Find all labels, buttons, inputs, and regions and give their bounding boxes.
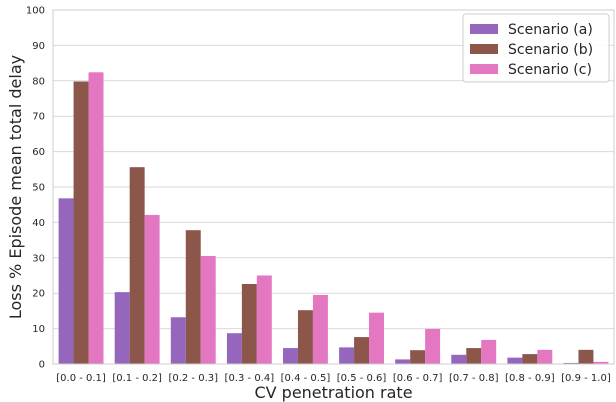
bar — [226, 333, 242, 364]
y-axis-label: Loss % Episode mean total delay — [6, 55, 25, 319]
y-tick-label: 90 — [32, 41, 45, 52]
bar — [170, 317, 186, 364]
bar — [369, 312, 384, 364]
legend-label: Scenario (a) — [508, 22, 593, 38]
y-tick-label: 70 — [32, 112, 45, 123]
x-tick-label: [0.8 - 0.9] — [505, 373, 555, 384]
bar — [563, 362, 579, 364]
bar — [241, 283, 257, 364]
bar — [283, 348, 298, 364]
x-tick-label: [0.3 - 0.4] — [225, 373, 275, 384]
y-tick-label: 80 — [32, 76, 45, 87]
bar — [593, 361, 609, 364]
y-tick-label: 40 — [32, 218, 45, 229]
x-axis-label: CV penetration rate — [254, 383, 412, 402]
bar — [185, 230, 201, 364]
legend-swatch — [470, 64, 498, 74]
bar — [451, 354, 467, 364]
bar — [354, 337, 370, 364]
legend-swatch — [470, 24, 498, 34]
x-tick-label: [0.7 - 0.8] — [449, 373, 499, 384]
legend-label: Scenario (c) — [508, 62, 592, 78]
bar — [114, 292, 130, 364]
bars — [58, 72, 609, 365]
x-tick-label: [0.0 - 0.1] — [56, 373, 106, 384]
bar — [339, 347, 355, 364]
bar — [73, 81, 89, 365]
bar — [537, 349, 553, 364]
x-tick-label: [0.9 - 1.0] — [561, 373, 611, 384]
bar — [578, 349, 594, 364]
legend: Scenario (a) Scenario (b) Scenario (c) — [462, 13, 610, 83]
bar — [256, 275, 272, 364]
y-axis-ticks: 0 10 20 30 40 50 60 70 80 90 100 — [26, 6, 45, 371]
bar — [312, 294, 328, 364]
bar — [58, 198, 74, 364]
x-tick-label: [0.1 - 0.2] — [112, 373, 162, 384]
x-tick-label: [0.5 - 0.6] — [337, 373, 387, 384]
y-tick-label: 30 — [32, 253, 45, 264]
y-tick-label: 50 — [32, 183, 45, 194]
y-tick-label: 20 — [32, 289, 45, 300]
bar — [395, 359, 411, 364]
bar — [481, 339, 497, 364]
bar — [200, 256, 216, 364]
x-tick-label: [0.2 - 0.3] — [168, 373, 218, 384]
bar — [410, 350, 426, 364]
bar — [144, 214, 160, 364]
y-tick-label: 60 — [32, 147, 45, 158]
legend-label: Scenario (b) — [508, 42, 593, 58]
x-tick-label: [0.4 - 0.5] — [281, 373, 331, 384]
bar — [522, 354, 538, 364]
bar — [297, 310, 313, 364]
x-tick-label: [0.6 - 0.7] — [393, 373, 443, 384]
bar — [129, 167, 145, 364]
y-tick-label: 10 — [32, 324, 45, 335]
bar — [425, 328, 441, 364]
legend-swatch — [470, 44, 498, 54]
bar — [88, 72, 104, 364]
bar — [507, 357, 523, 364]
legend-frame — [462, 13, 610, 83]
y-tick-label: 0 — [39, 360, 45, 371]
y-tick-label: 100 — [26, 6, 45, 17]
x-axis-ticks: [0.0 - 0.1] [0.1 - 0.2] [0.2 - 0.3] [0.3 - … — [56, 373, 611, 384]
bar — [466, 348, 482, 364]
plot-frame — [52, 9, 615, 365]
